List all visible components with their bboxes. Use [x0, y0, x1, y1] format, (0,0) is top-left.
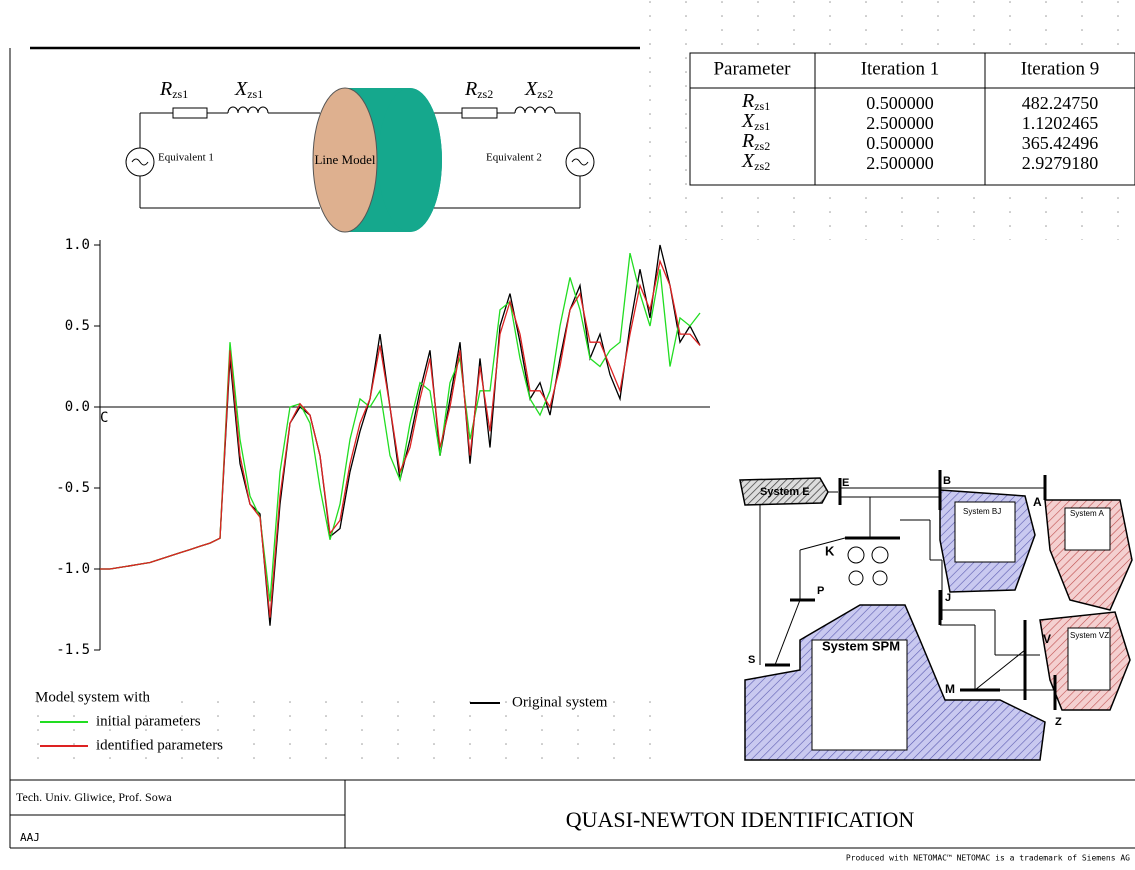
table-cell: 2.500000	[866, 153, 934, 173]
network-label: System E	[760, 486, 810, 498]
line-chart: 1.0 0.5 0.0 -0.5 -1.0 -1.5	[56, 237, 710, 658]
network-label: System SPM	[822, 638, 900, 653]
credit: Produced with NETOMAC™ NETOMAC is a trad…	[846, 854, 1130, 863]
network-label: System VZ	[1070, 631, 1109, 640]
network-label: K	[825, 543, 835, 558]
source-label: Equivalent 2	[486, 152, 542, 164]
table-parameter: Xzs2	[741, 150, 770, 173]
label-rzs1: Rzs1	[159, 78, 188, 101]
parameter-table	[689, 52, 1135, 186]
table-parameter: Xzs1	[741, 110, 770, 133]
network-label: S	[748, 654, 755, 666]
legend: Original system initial parameters identif…	[40, 694, 608, 753]
table-header: Iteration 9	[1021, 58, 1100, 79]
table-cell: 1.1202465	[1022, 113, 1099, 133]
table-cell: 2.9279180	[1022, 153, 1099, 173]
parameter-symbol: R	[741, 90, 754, 112]
y-tick-label: 1.0	[65, 237, 90, 253]
table-parameter: Rzs2	[741, 130, 770, 153]
code: AAJ	[20, 831, 40, 844]
label-xzs1: Xzs1	[234, 78, 263, 101]
table-text: Parameter Iteration 1 Iteration 9 Rzs1 0.500…	[713, 58, 1099, 173]
legend-label: identified parameters	[96, 737, 223, 753]
annotation: C	[100, 410, 108, 426]
network-label: E	[842, 477, 849, 489]
dot-grid	[20, 690, 670, 760]
legend-title: Model system with	[35, 689, 150, 705]
network-label: V	[1043, 632, 1051, 646]
table-cell: 0.500000	[866, 93, 934, 113]
network-label: System A	[1070, 509, 1104, 518]
network-label: A	[1033, 495, 1042, 509]
parameter-symbol: X	[741, 150, 755, 172]
network-diagram	[739, 470, 1133, 761]
parameter-symbol: R	[741, 130, 754, 152]
legend-label: initial parameters	[96, 713, 201, 729]
table-cell: 365.42496	[1022, 133, 1099, 153]
network-label: M	[945, 682, 955, 696]
network-label: Z	[1055, 716, 1062, 728]
table-header: Iteration 1	[861, 58, 940, 79]
table-cell: 0.500000	[866, 133, 934, 153]
network-label: B	[943, 475, 951, 487]
table-header: Parameter	[713, 58, 791, 79]
network-labels: System E E B A System BJ System A K P J V System V…	[748, 475, 1109, 728]
y-tick-label: 0.5	[65, 318, 90, 334]
table-cell: 2.500000	[866, 113, 934, 133]
table-parameter: Rzs1	[741, 90, 770, 113]
parameter-subscript: zs1	[754, 99, 770, 113]
footer-frame	[10, 779, 1135, 849]
parameter-subscript: zs2	[754, 139, 770, 153]
y-tick-label: 0.0	[65, 399, 90, 415]
network-label: System BJ	[963, 507, 1001, 516]
parameter-subscript: zs2	[754, 159, 770, 173]
series-line	[100, 258, 701, 618]
footer-title: QUASI-NEWTON IDENTIFICATION	[566, 807, 915, 832]
institution: Tech. Univ. Gliwice, Prof. Sowa	[16, 790, 172, 804]
network-label: J	[945, 592, 951, 604]
label-rzs2: Rzs2	[464, 78, 493, 101]
parameter-symbol: X	[741, 110, 755, 132]
table-cell: 482.24750	[1022, 93, 1099, 113]
source-label: Equivalent 1	[158, 152, 214, 164]
y-tick-label: -1.0	[56, 561, 90, 577]
parameter-subscript: zs1	[754, 119, 770, 133]
series-line	[100, 244, 701, 626]
y-tick-label: -1.5	[56, 642, 90, 658]
y-tick-label: -0.5	[56, 480, 90, 496]
network-label: P	[817, 585, 824, 597]
legend-label: Original system	[512, 694, 608, 710]
circuit	[125, 87, 595, 233]
label-xzs2: Xzs2	[524, 78, 553, 101]
line-model-label: Line Model	[314, 152, 375, 167]
